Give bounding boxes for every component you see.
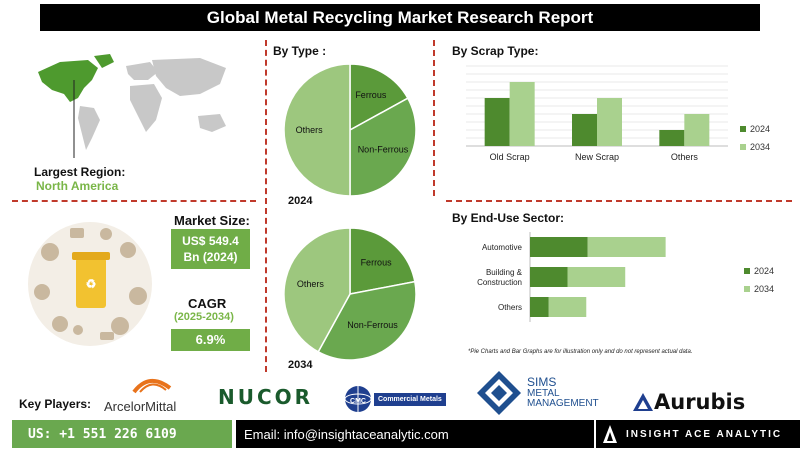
recycling-illustration: ♻ bbox=[28, 222, 152, 346]
enduse-legend-swatch-2024 bbox=[744, 268, 750, 274]
divider-left bbox=[265, 40, 267, 372]
map-africa bbox=[130, 84, 162, 132]
cagr-value-box: 6.9% bbox=[171, 329, 250, 351]
divider-left-horizontal bbox=[12, 200, 256, 202]
pie-label-ferrous-2034: Ferrous bbox=[361, 257, 393, 267]
pie-chart-2034: Ferrous Non-Ferrous Others 2034 bbox=[283, 227, 417, 371]
enduse-legend-swatch-2034 bbox=[744, 286, 750, 292]
pie-label-ferrous-2024: Ferrous bbox=[355, 90, 387, 100]
map-south-america bbox=[78, 106, 100, 150]
map-asia bbox=[152, 58, 226, 96]
enduse-bar-building-construction-2034 bbox=[567, 267, 626, 287]
footer-phone[interactable]: US: +1 551 226 6109 bbox=[12, 420, 232, 448]
divider-right bbox=[433, 40, 435, 196]
enduse-category-label-automotive: Automotive bbox=[482, 243, 523, 252]
svg-text:♻: ♻ bbox=[86, 277, 97, 291]
map-north-america bbox=[38, 60, 98, 102]
commercial-metals-text: Commercial Metals bbox=[374, 392, 446, 406]
pie-label-non-ferrous-2034: Non-Ferrous bbox=[347, 320, 398, 330]
pie-year-label-2034: 2034 bbox=[288, 359, 313, 371]
pie-slice-ferrous-2034 bbox=[349, 227, 416, 295]
divider-right-horizontal bbox=[446, 200, 792, 202]
pie-slice-non-ferrous-2024 bbox=[349, 97, 417, 197]
logo-arcelormittal: ArcelorMittal bbox=[104, 372, 194, 414]
scrap-type-bar-chart: Old Scrap New Scrap Others 2024 2034 bbox=[466, 65, 770, 162]
market-size-value-line1: US$ 549.4 bbox=[182, 233, 239, 248]
sims-emblem-icon bbox=[477, 371, 521, 415]
market-size-label: Market Size: bbox=[174, 213, 250, 228]
sims-metal-text: METAL bbox=[527, 387, 560, 399]
aurubis-text: Aurubis bbox=[654, 390, 746, 414]
logo-aurubis: Aurubis bbox=[632, 390, 745, 414]
cagr-value: 6.9% bbox=[195, 332, 226, 348]
scrap-bar-others-2024 bbox=[659, 130, 685, 146]
scrap-category-label-old-scrap: Old Scrap bbox=[490, 152, 530, 162]
arcelormittal-text: ArcelorMittal bbox=[104, 399, 177, 414]
scrap-legend-label-2024: 2024 bbox=[750, 124, 770, 134]
largest-region-label: Largest Region: bbox=[34, 165, 126, 179]
sims-text: SIMS bbox=[527, 375, 557, 390]
footer-brand-text: INSIGHT ACE ANALYTIC bbox=[626, 428, 783, 440]
scrap-bar-new-scrap-2024 bbox=[572, 114, 597, 146]
enduse-bar-automotive-2034 bbox=[587, 237, 666, 257]
footer-email[interactable]: Email: info@insightaceanalytic.com bbox=[236, 420, 594, 448]
pie-label-others-2024: Others bbox=[296, 125, 324, 135]
map-europe bbox=[126, 62, 158, 80]
world-map bbox=[38, 54, 226, 158]
scrap-legend-swatch-2034 bbox=[740, 144, 746, 150]
end-use-bar-chart: Automotive Building & Construction Others 20… bbox=[477, 232, 774, 322]
enduse-legend-label-2034: 2034 bbox=[754, 284, 774, 294]
key-players-label: Key Players: bbox=[19, 397, 92, 411]
cmc-globe-icon: CMC bbox=[344, 386, 372, 412]
map-australia bbox=[198, 114, 226, 132]
by-scrap-label: By Scrap Type: bbox=[452, 44, 539, 58]
arcelormittal-swoosh-icon bbox=[132, 379, 172, 394]
illustration-note: *Pie Charts and Bar Graphs are for illus… bbox=[468, 349, 693, 355]
pie-slice-others-2024 bbox=[283, 63, 351, 197]
pie-label-others-2034: Others bbox=[297, 279, 325, 289]
logo-sims: SIMS METAL MANAGEMENT bbox=[475, 368, 615, 418]
sims-management-text: MANAGEMENT bbox=[527, 398, 599, 410]
scrap-category-label-others: Others bbox=[671, 152, 699, 162]
enduse-bar-others-2024 bbox=[530, 297, 549, 317]
logo-nucor: NUCOR bbox=[218, 385, 314, 409]
cmc-text: CMC bbox=[350, 398, 366, 405]
enduse-category-label-others: Others bbox=[498, 303, 522, 312]
pie-chart-2024: Ferrous Non-Ferrous Others 2024 bbox=[283, 63, 417, 207]
insightace-logo-icon bbox=[603, 425, 617, 443]
largest-region-value: North America bbox=[36, 179, 119, 193]
logo-commercial-metals: CMC Commercial Metals bbox=[344, 381, 454, 417]
enduse-bar-automotive-2024 bbox=[530, 237, 588, 257]
pie-slice-non-ferrous-2034 bbox=[317, 280, 417, 361]
scrap-category-label-new-scrap: New Scrap bbox=[575, 152, 619, 162]
enduse-bar-building-construction-2024 bbox=[530, 267, 568, 287]
cagr-label: CAGR bbox=[188, 296, 227, 311]
pie-slice-others-2034 bbox=[283, 227, 351, 353]
scrap-bar-others-2034 bbox=[684, 114, 710, 146]
enduse-category-label-building-construction: Building & Construction bbox=[477, 268, 523, 287]
by-type-label: By Type : bbox=[273, 44, 327, 58]
aurubis-triangle-icon bbox=[633, 393, 653, 411]
scrap-legend-label-2034: 2034 bbox=[750, 142, 770, 152]
scrap-bar-new-scrap-2034 bbox=[597, 98, 622, 146]
pie-slice-ferrous-2024 bbox=[349, 63, 409, 132]
scrap-bar-old-scrap-2034 bbox=[509, 82, 535, 146]
pie-label-non-ferrous-2024: Non-Ferrous bbox=[358, 144, 409, 154]
market-size-box: US$ 549.4 Bn (2024) bbox=[171, 229, 250, 269]
enduse-legend-label-2024: 2024 bbox=[754, 266, 774, 276]
scrap-bar-old-scrap-2024 bbox=[484, 98, 510, 146]
cagr-period: (2025-2034) bbox=[174, 311, 234, 323]
pie-year-label-2024: 2024 bbox=[288, 195, 313, 207]
market-size-value-line2: Bn (2024) bbox=[183, 250, 238, 264]
report-title: Global Metal Recycling Market Research R… bbox=[40, 4, 760, 31]
by-end-use-label: By End-Use Sector: bbox=[452, 211, 565, 225]
footer-brand: INSIGHT ACE ANALYTIC bbox=[596, 420, 800, 448]
enduse-bar-others-2034 bbox=[548, 297, 587, 317]
map-greenland bbox=[94, 54, 114, 68]
scrap-legend-swatch-2024 bbox=[740, 126, 746, 132]
